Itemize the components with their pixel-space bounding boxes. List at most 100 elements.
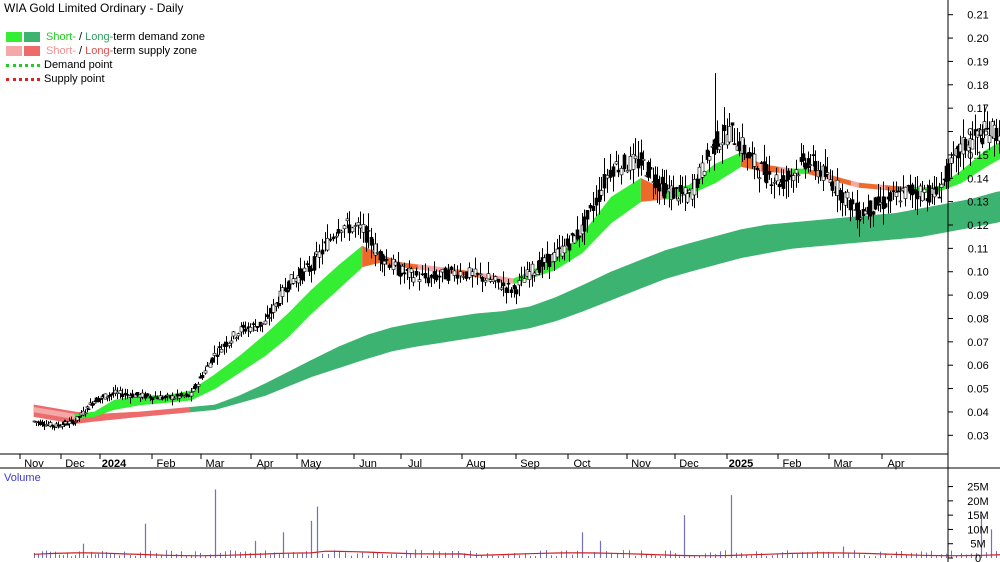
price-bar-body (845, 191, 850, 199)
legend-supply-zone: Short- / Long-term supply zone (6, 44, 205, 58)
price-bar-body (685, 193, 690, 203)
volume-average-line (33, 550, 1000, 557)
price-bar-body (115, 391, 120, 394)
price-bar-body (155, 397, 160, 400)
price-bar-body (334, 235, 339, 238)
price-bar-body (496, 278, 501, 283)
price-bar-body (353, 225, 358, 227)
price-bar-body (572, 235, 577, 244)
price-bar-body (963, 138, 968, 151)
price-bar-body (229, 340, 234, 344)
price-bar-body (305, 263, 310, 265)
price-bar-body (850, 199, 855, 205)
long-term-zone-segment (287, 360, 312, 387)
price-bar-body (63, 421, 68, 425)
y-tick-label: 0.12 (967, 220, 988, 232)
price-bar-body (172, 397, 177, 400)
price-bar-body (883, 203, 888, 208)
price-bar-body (50, 424, 55, 427)
price-bar-body (791, 175, 796, 182)
long-term-zone-segment (414, 318, 446, 347)
price-bar-body (863, 210, 868, 215)
price-bar-body (680, 191, 685, 194)
price-bar-body (325, 238, 330, 251)
price-bar-body (186, 394, 191, 397)
price-bar-body (236, 333, 241, 337)
price-bar-body (605, 175, 610, 179)
legend-supply-point: Supply point (6, 72, 205, 86)
volume-bars (33, 489, 1000, 558)
price-bar-body (217, 346, 222, 348)
legend-supply-rest: term supply zone (113, 45, 198, 57)
price-bar-body (429, 274, 434, 278)
short-term-zone-segment (714, 152, 742, 184)
short-term-zone-segment (287, 289, 312, 338)
price-bar-body (449, 266, 454, 270)
price-bar-body (227, 343, 232, 346)
long-term-zone-segment (502, 306, 531, 333)
long-term-zone-segment (239, 383, 266, 403)
price-bars (32, 73, 1000, 431)
short-term-supply-overlay (858, 182, 878, 190)
price-bar-body (461, 276, 466, 278)
price-bar-body (625, 170, 630, 173)
price-bar-body (700, 162, 705, 178)
legend-supply-point-text: Supply point (44, 73, 105, 85)
price-bar-body (611, 166, 616, 177)
long-term-zone-segment (555, 285, 583, 322)
price-bar-body (488, 279, 493, 282)
long-term-zone-segment (264, 371, 289, 397)
price-bar-body (309, 268, 314, 271)
price-bar-body (67, 420, 72, 424)
y-tick-label: 0.20 (967, 33, 988, 45)
volume-tick-label: 20M (967, 496, 988, 508)
long-term-zone-segment (740, 224, 767, 259)
price-bar-body (423, 273, 428, 279)
price-bar-body (420, 273, 425, 276)
long-term-zone-segment (791, 219, 818, 249)
price-bar-body (922, 188, 927, 193)
long-term-zone-segment (640, 250, 666, 289)
price-bar-body (153, 396, 158, 398)
long-term-zone-segment (339, 334, 369, 368)
long-term-zone-segment (529, 297, 557, 329)
price-bar-body (342, 225, 347, 230)
price-bar-body (480, 277, 485, 282)
price-bar-body (588, 205, 593, 209)
price-bar-body (537, 260, 542, 273)
x-tick-label: Mar (834, 458, 853, 470)
price-bar-body (958, 143, 963, 153)
price-bar-body (426, 277, 431, 284)
long-term-zone-segment (611, 259, 642, 301)
x-tick-label: Aug (466, 458, 486, 470)
price-bar-body (732, 143, 737, 145)
x-tick-label: Feb (157, 458, 176, 470)
price-bar-body (582, 216, 587, 232)
price-bar-body (364, 226, 369, 243)
price-bar-body (794, 169, 799, 174)
price-bar-body (898, 200, 903, 203)
price-bar-body (347, 224, 352, 234)
price-bar-body (939, 184, 944, 188)
price-bar-body (400, 265, 405, 274)
y-tick-label: 0.10 (967, 267, 988, 279)
volume-tick-label: 25M (967, 482, 988, 494)
price-bar-body (302, 267, 307, 272)
price-bar-body (203, 370, 208, 374)
x-tick-label: Mar (206, 458, 225, 470)
price-bar-body (927, 185, 932, 203)
price-bar-body (443, 267, 448, 280)
x-tick-label: Apr (887, 458, 904, 470)
price-bar-body (493, 276, 498, 281)
price-bar-body (755, 167, 760, 171)
price-bar-body (868, 200, 873, 217)
price-bar-body (767, 171, 772, 175)
price-bar-body (813, 161, 818, 172)
price-bar-body (506, 282, 511, 285)
legend-long-demand-swatch (24, 32, 40, 42)
price-bar-body (697, 166, 702, 180)
price-bar-body (219, 349, 224, 353)
price-bar-body (594, 197, 599, 206)
price-bar-body (196, 383, 201, 387)
